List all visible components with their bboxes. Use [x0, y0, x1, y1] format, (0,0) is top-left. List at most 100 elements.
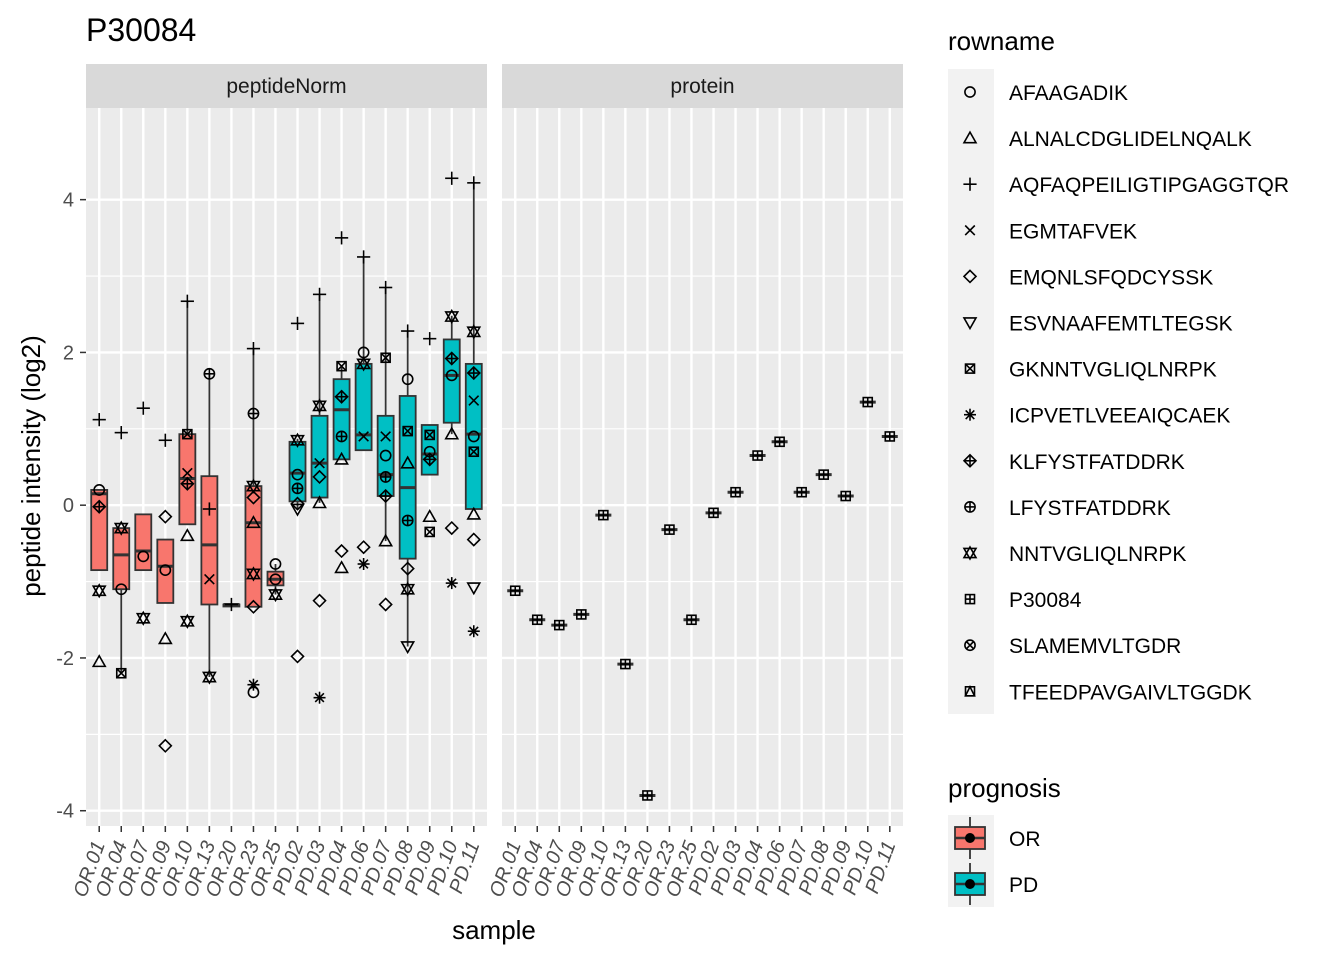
- point-triangle: [157, 631, 173, 645]
- legend-key-circle-plus: [964, 500, 976, 513]
- point-triangle: [444, 426, 460, 440]
- point-diamond-plus: [378, 488, 393, 504]
- legend-label: SLAMEMVLTGDR: [1009, 635, 1181, 658]
- legend-key-background: [948, 69, 994, 714]
- point-square-x: [468, 446, 480, 458]
- legend-label: GKNNTVGLIQLNRPK: [1009, 359, 1217, 382]
- point-plus: [202, 502, 216, 516]
- point-circle: [269, 558, 282, 570]
- legend-label: ALNALCDGLIDELNQALK: [1009, 128, 1252, 151]
- box-PD.08: [398, 395, 417, 560]
- legend-label: ICPVETLVEEAIQCAEK: [1009, 405, 1230, 428]
- x-axis-title: sample: [452, 915, 536, 945]
- point-diamond-plus: [92, 499, 107, 514]
- legend-label: EGMTAFVEK: [1009, 220, 1137, 243]
- point-triangle: [466, 506, 482, 520]
- legend-key-diamond: [962, 269, 978, 284]
- point-plus: [180, 294, 194, 308]
- point-plus: [423, 332, 437, 346]
- point-circle: [291, 468, 304, 481]
- point-protein: [796, 486, 807, 498]
- point-diamond: [290, 649, 305, 664]
- point-cross: [314, 457, 325, 469]
- legend-prognosis: OR PD: [948, 815, 1041, 907]
- point-plus: [357, 250, 371, 264]
- point-protein: [576, 609, 587, 620]
- point-diamond: [356, 540, 371, 555]
- point-star6: [268, 586, 283, 603]
- point-protein: [553, 619, 565, 631]
- point-plus: [246, 342, 261, 356]
- point-diamond: [158, 509, 173, 524]
- legend-key-triangle: [962, 130, 978, 144]
- point-protein: [884, 431, 896, 442]
- point-protein: [620, 658, 631, 670]
- y-tick-label: 4: [63, 190, 74, 212]
- point-star6: [135, 610, 151, 626]
- point-square-x: [336, 360, 347, 372]
- point-asterisk: [467, 625, 480, 638]
- point-circle: [445, 369, 458, 382]
- legend-label: P30084: [1009, 589, 1082, 612]
- point-square-x: [424, 526, 436, 538]
- box-PD.06: [354, 362, 373, 452]
- point-diamond: [444, 520, 459, 536]
- point-triangle: [334, 451, 349, 465]
- y-axis-title: peptide intensity (log2): [16, 335, 46, 597]
- legend-label: NNTVGLIQLNRPK: [1009, 543, 1186, 566]
- box-OR.13: [200, 475, 219, 606]
- point-protein: [708, 507, 719, 519]
- point-plus: [136, 401, 150, 415]
- point-triangle: [334, 560, 349, 574]
- y-tick-label: 2: [63, 342, 74, 364]
- point-protein: [774, 436, 785, 448]
- point-plus: [467, 176, 481, 190]
- point-circle-plus: [379, 471, 392, 483]
- point-diamond: [466, 532, 481, 547]
- point-circle-plus: [247, 407, 260, 420]
- legend-label: LFYSTFATDDRK: [1009, 497, 1171, 520]
- point-triangle: [378, 533, 394, 547]
- legend-key-dot: [965, 879, 975, 889]
- y-tick-label: -2: [56, 648, 74, 670]
- facet-label-peptideNorm: peptideNorm: [226, 75, 346, 98]
- point-circle: [401, 373, 414, 386]
- point-asterisk: [357, 558, 370, 571]
- point-triangle-down: [466, 582, 482, 596]
- point-cross: [380, 431, 392, 442]
- point-plus: [290, 316, 305, 330]
- legend-key-circle: [964, 86, 976, 98]
- point-triangle: [422, 509, 438, 523]
- point-plus: [158, 433, 172, 447]
- point-triangle: [91, 654, 107, 668]
- point-plus: [312, 287, 327, 301]
- point-diamond: [290, 496, 305, 511]
- point-cross: [358, 431, 369, 442]
- point-protein: [664, 524, 675, 535]
- point-diamond: [312, 469, 327, 485]
- legend-rowname-title: rowname: [948, 26, 1055, 56]
- point-circle: [269, 573, 282, 586]
- point-square-x: [115, 667, 127, 679]
- point-asterisk: [313, 691, 326, 704]
- point-circle-plus: [291, 482, 304, 495]
- point-circle: [115, 583, 128, 596]
- point-star6: [444, 308, 460, 325]
- legend-label: TFEEDPAVGAIVLTGGDK: [1009, 681, 1252, 704]
- legend-key-square-x: [964, 363, 976, 374]
- point-plus: [334, 231, 349, 245]
- point-triangle: [246, 515, 261, 529]
- point-triangle: [312, 495, 327, 509]
- point-square-x: [182, 428, 193, 440]
- point-protein: [862, 396, 874, 408]
- point-protein: [818, 469, 829, 480]
- point-protein: [730, 486, 741, 498]
- point-star6: [246, 566, 261, 582]
- legend-key-triangle-down: [962, 317, 978, 331]
- point-asterisk: [445, 577, 458, 590]
- panel-background: [86, 108, 487, 826]
- point-diamond-plus: [180, 476, 195, 491]
- facet-panel-protein: [502, 108, 903, 826]
- legend-key-asterisk: [964, 408, 976, 421]
